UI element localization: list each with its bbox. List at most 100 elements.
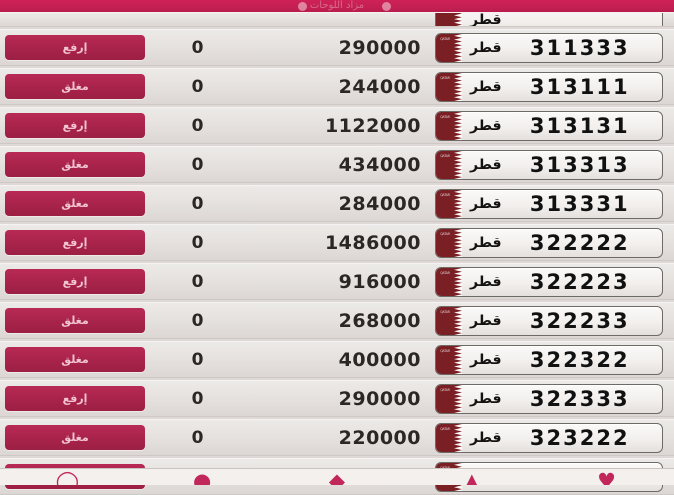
plate-number: 322233 (529, 308, 630, 333)
qatar-flag-icon: QATAR (436, 189, 462, 218)
flag-serration-icon (454, 150, 462, 179)
cell-plate: QATAR قطر 313111 (435, 71, 674, 102)
table-row[interactable]: مغلق 0 434000 QATAR قطر 313313 (0, 146, 674, 183)
app-header-title: مزاد اللوحات (309, 0, 365, 11)
table-row[interactable]: مغلق 0 244000 QATAR قطر 313111 (0, 68, 674, 105)
qatar-flag-icon: QATAR (436, 150, 462, 179)
table-row[interactable]: مغلق 0 268000 QATAR قطر 322233 (0, 302, 674, 339)
flag-serration-icon (454, 267, 462, 296)
flag-micro-text: QATAR (440, 348, 450, 353)
cell-action: إرفع (0, 35, 150, 60)
triangle-icon[interactable]: ▲ (463, 469, 480, 486)
license-plate[interactable]: QATAR قطر 322333 (435, 383, 663, 414)
flag-serration-icon (454, 33, 462, 62)
plate-country-label: قطر (470, 78, 502, 95)
license-plate[interactable]: QATAR قطر 323222 (435, 422, 663, 453)
plate-country-label: قطر (470, 429, 502, 446)
flag-serration-icon (454, 111, 462, 140)
flag-serration-icon (454, 345, 462, 374)
nav-item[interactable]: ◯ (32, 469, 102, 486)
nav-item[interactable]: ▲ (437, 469, 507, 486)
cell-plate: QATAR قطر (435, 12, 674, 27)
flag-micro-text: QATAR (440, 387, 450, 392)
cell-bids-count: 0 (191, 271, 204, 292)
cell-price: 268000 (338, 309, 421, 332)
table-row[interactable]: إرفع 0 290000 QATAR قطر 322333 (0, 380, 674, 417)
table-row[interactable]: إرفع 0 916000 QATAR قطر 322223 (0, 263, 674, 300)
nav-item[interactable]: ◆ (302, 469, 372, 486)
cell-action: إرفع (0, 386, 150, 411)
closed-status-button[interactable]: مغلق (5, 308, 145, 333)
flag-micro-text: QATAR (440, 36, 450, 41)
cell-price: 1486000 (324, 231, 421, 254)
cell-bids-count: 0 (191, 427, 204, 448)
plate-number: 322322 (529, 347, 630, 372)
closed-status-button[interactable]: مغلق (5, 347, 145, 372)
license-plate[interactable]: QATAR قطر 322223 (435, 266, 663, 297)
cell-bids-count: 0 (191, 193, 204, 214)
cell-price: 400000 (338, 348, 421, 371)
circle-outline-icon[interactable]: ◯ (55, 469, 80, 486)
nav-item[interactable]: ● (167, 469, 237, 486)
raise-bid-button[interactable]: إرفع (5, 35, 145, 60)
license-plate[interactable]: QATAR قطر 322322 (435, 344, 663, 375)
bottom-navigation-bar[interactable]: ◯ ● ◆ ▲ ♥ (0, 468, 674, 485)
plate-country-label: قطر (470, 390, 502, 407)
cell-bids-count: 0 (191, 154, 204, 175)
flag-micro-text: QATAR (438, 466, 452, 470)
cell-plate: QATAR قطر 311333 (435, 32, 674, 63)
cell-bids-count: 0 (191, 388, 204, 409)
flag-micro-text: QATAR (440, 270, 450, 275)
table-row[interactable]: مغلق 0 220000 QATAR قطر 323222 (0, 419, 674, 456)
cell-action: مغلق (0, 347, 150, 372)
qatar-flag-icon: QATAR (436, 423, 462, 452)
cell-price: 434000 (338, 153, 421, 176)
table-row[interactable]: إرفع 0 1122000 QATAR قطر 313131 (0, 107, 674, 144)
cell-action: مغلق (0, 191, 150, 216)
cell-action: مغلق (0, 308, 150, 333)
cell-price: 290000 (338, 36, 421, 59)
cell-bids-count: 0 (191, 115, 204, 136)
closed-status-button[interactable]: مغلق (5, 425, 145, 450)
raise-bid-button[interactable]: إرفع (5, 269, 145, 294)
license-plate[interactable]: QATAR قطر 322222 (435, 227, 663, 258)
closed-status-button[interactable]: مغلق (5, 152, 145, 177)
license-plate[interactable]: QATAR قطر 313313 (435, 149, 663, 180)
raise-bid-button[interactable]: إرفع (5, 230, 145, 255)
table-row[interactable]: مغلق 0 400000 QATAR قطر 322322 (0, 341, 674, 378)
license-plate[interactable]: QATAR قطر 313111 (435, 71, 663, 102)
plate-auction-list[interactable]: QATAR قطر إرفع 0 290000 QATAR قطر 311333 مغلق 0… (0, 12, 674, 495)
license-plate[interactable]: QATAR قطر 322233 (435, 305, 663, 336)
plate-number: 322223 (529, 269, 630, 294)
plate-country-label: قطر (470, 12, 502, 27)
plate-number: 313131 (529, 113, 630, 138)
flag-serration-icon (454, 72, 462, 101)
table-row[interactable]: مغلق 0 284000 QATAR قطر 313331 (0, 185, 674, 222)
license-plate[interactable]: QATAR قطر 311333 (435, 32, 663, 63)
table-row-partial[interactable]: QATAR قطر (0, 12, 674, 27)
cell-price: 916000 (338, 270, 421, 293)
table-row[interactable]: إرفع 0 290000 QATAR قطر 311333 (0, 29, 674, 66)
circle-filled-icon[interactable]: ● (193, 469, 212, 486)
raise-bid-button[interactable]: إرفع (5, 113, 145, 138)
diamond-icon[interactable]: ◆ (328, 469, 346, 486)
plate-country-label: قطر (470, 312, 502, 329)
cell-price: 290000 (338, 387, 421, 410)
heart-icon[interactable]: ♥ (597, 469, 616, 486)
cell-plate: QATAR قطر 322322 (435, 344, 674, 375)
flag-serration-icon (454, 384, 462, 413)
closed-status-button[interactable]: مغلق (5, 191, 145, 216)
table-row[interactable]: إرفع 0 1486000 QATAR قطر 322222 (0, 224, 674, 261)
license-plate[interactable]: QATAR قطر 313131 (435, 110, 663, 141)
plate-country-label: قطر (470, 351, 502, 368)
plate-number: 311333 (529, 35, 630, 60)
cell-action: مغلق (0, 74, 150, 99)
plate-number: 322333 (529, 386, 630, 411)
license-plate[interactable]: QATAR قطر 313331 (435, 188, 663, 219)
closed-status-button[interactable]: مغلق (5, 74, 145, 99)
cell-price: 244000 (338, 75, 421, 98)
cell-action: إرفع (0, 230, 150, 255)
flag-serration-icon (454, 423, 462, 452)
nav-item[interactable]: ♥ (572, 469, 642, 486)
raise-bid-button[interactable]: إرفع (5, 386, 145, 411)
